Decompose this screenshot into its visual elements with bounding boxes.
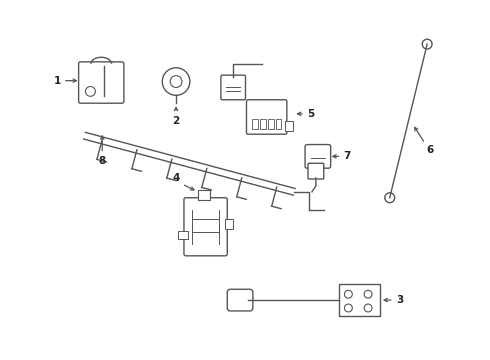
- Text: 4: 4: [172, 173, 180, 183]
- Text: 3: 3: [396, 295, 403, 305]
- Bar: [178, 231, 188, 239]
- Bar: [225, 219, 233, 229]
- Bar: [198, 190, 210, 200]
- FancyBboxPatch shape: [221, 75, 245, 100]
- FancyBboxPatch shape: [78, 62, 124, 103]
- Text: 2: 2: [172, 116, 180, 126]
- Text: 5: 5: [307, 109, 315, 119]
- FancyBboxPatch shape: [227, 289, 253, 311]
- Bar: [260, 119, 266, 129]
- Text: 8: 8: [98, 156, 106, 166]
- FancyBboxPatch shape: [184, 198, 227, 256]
- FancyBboxPatch shape: [246, 100, 287, 134]
- Bar: [275, 119, 281, 129]
- FancyBboxPatch shape: [305, 145, 331, 168]
- Bar: [252, 119, 258, 129]
- Bar: [268, 119, 273, 129]
- Text: 6: 6: [426, 145, 434, 156]
- Text: 7: 7: [343, 151, 351, 161]
- Bar: [285, 121, 293, 131]
- Bar: [339, 284, 380, 316]
- Text: 1: 1: [53, 76, 61, 86]
- FancyBboxPatch shape: [308, 163, 324, 179]
